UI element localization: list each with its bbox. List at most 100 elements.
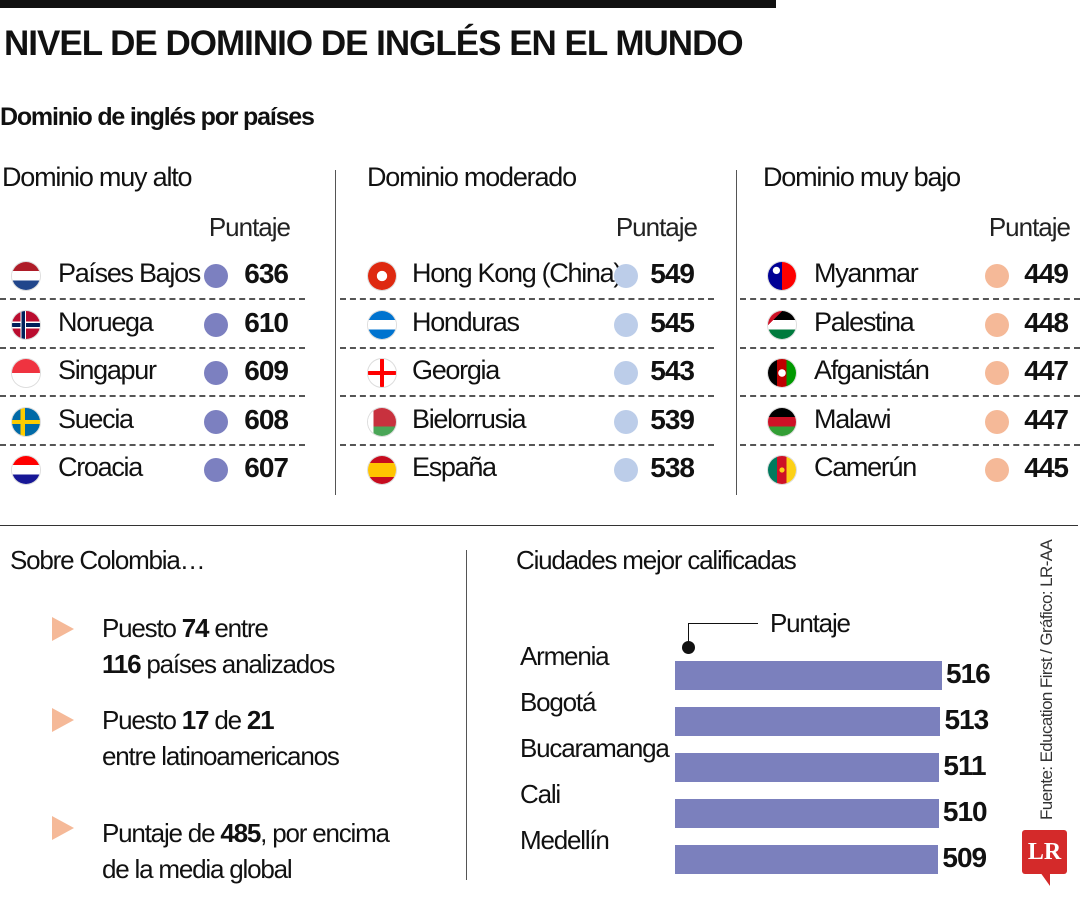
cameroon-flag-icon: [768, 456, 796, 484]
croatia-flag-icon: [12, 456, 40, 484]
country-row: Camerún 445: [740, 446, 1080, 494]
city-label: Medellín: [520, 825, 610, 855]
level-dot-icon: [204, 361, 228, 385]
country-row: Honduras 545: [340, 301, 714, 349]
city-bar: [675, 753, 940, 782]
colombia-bullet-2: Puesto 17 de 21 entre latinoamericanos: [102, 705, 340, 771]
page-title: NIVEL DE DOMINIO DE INGLÉS EN EL MUNDO: [4, 24, 744, 63]
bullet-triangle-icon: [52, 617, 74, 641]
singapore-flag-icon: [12, 359, 40, 387]
myanmar-flag-icon: [768, 262, 796, 290]
city-bar: [675, 845, 939, 874]
level-dot-icon: [985, 409, 1009, 434]
country-row: Países Bajos 636: [0, 252, 305, 300]
city-score-label: 510: [942, 796, 988, 827]
country-name: Croacia: [58, 452, 143, 482]
bullet-triangle-icon: [52, 816, 74, 840]
country-score: 448: [1024, 306, 1069, 338]
country-row: Palestina 448: [740, 301, 1080, 349]
country-score: 607: [244, 452, 289, 483]
score-column-label: Puntaje: [615, 212, 698, 242]
hong-kong-flag-icon: [368, 262, 396, 290]
level-dot-icon: [614, 312, 638, 337]
level-dot-icon: [614, 361, 638, 385]
country-name: Hong Kong (China): [412, 258, 622, 288]
level-dot-icon: [204, 264, 228, 288]
country-score: 538: [650, 452, 695, 483]
country-row: Noruega 610: [0, 301, 305, 349]
country-name: Afganistán: [814, 355, 930, 385]
level-dot-icon: [614, 409, 638, 434]
country-row: Malawi 447: [740, 398, 1080, 446]
level-dot-icon: [985, 264, 1009, 288]
country-score: 636: [244, 258, 289, 289]
country-name: Myanmar: [814, 258, 919, 288]
source-credit: Fuente: Education First / Gráfico: LR-AA: [1037, 539, 1056, 820]
country-score: 608: [244, 403, 289, 435]
level-dot-icon: [204, 312, 228, 337]
georgia-flag-icon: [368, 359, 396, 387]
country-score: 549: [650, 258, 695, 289]
column-divider: [736, 170, 737, 495]
sweden-flag-icon: [12, 407, 40, 436]
country-score: 447: [1024, 403, 1069, 435]
country-name: España: [412, 452, 497, 482]
city-bar: [675, 707, 941, 736]
country-name: Países Bajos: [58, 258, 201, 288]
belarus-flag-icon: [368, 407, 396, 436]
legend-leader-line: [688, 623, 758, 645]
colombia-bullet-1: Puesto 74 entre 116 países analizados: [102, 613, 335, 679]
country-score: 447: [1024, 355, 1069, 386]
spain-flag-icon: [368, 456, 396, 484]
city-score-label: 516: [946, 658, 991, 689]
country-name: Georgia: [412, 355, 500, 385]
country-row: Croacia 607: [0, 446, 305, 494]
level-dot-icon: [614, 458, 638, 482]
country-name: Singapur: [58, 355, 157, 385]
country-score: 545: [650, 306, 695, 338]
top-rule: [0, 0, 776, 8]
country-row: Georgia 543: [340, 349, 714, 397]
city-label: Armenia: [520, 641, 610, 671]
country-row: Suecia 608: [0, 398, 305, 446]
country-row: Afganistán 447: [740, 349, 1080, 397]
city-score-label: 513: [944, 704, 989, 735]
country-name: Honduras: [412, 306, 520, 337]
bullet-triangle-icon: [52, 708, 74, 732]
section-divider: [0, 525, 1078, 526]
malawi-flag-icon: [768, 407, 796, 436]
country-name: Noruega: [58, 306, 154, 337]
country-name: Suecia: [58, 403, 134, 434]
legend-dot-icon: [682, 641, 695, 654]
level-dot-icon: [985, 312, 1009, 337]
level-dot-icon: [985, 458, 1009, 482]
country-score: 609: [244, 355, 289, 386]
city-bar: [675, 661, 942, 690]
score-column-label: Puntaje: [208, 212, 291, 242]
score-column-label: Puntaje: [988, 212, 1071, 242]
chart-legend-label: Puntaje: [770, 608, 851, 638]
group-heading: Dominio muy bajo: [763, 162, 961, 192]
city-score-label: 511: [943, 750, 986, 781]
country-name: Bielorrusia: [412, 403, 527, 434]
country-score: 539: [650, 403, 695, 435]
lr-logo-tail: [1040, 872, 1050, 886]
country-row: Bielorrusia 539: [340, 398, 714, 446]
afghanistan-flag-icon: [768, 359, 796, 387]
country-score: 449: [1024, 258, 1069, 289]
netherlands-flag-icon: [12, 262, 40, 290]
country-row: España 538: [340, 446, 714, 494]
country-row: Myanmar 449: [740, 252, 1080, 300]
country-name: Malawi: [814, 403, 892, 434]
honduras-flag-icon: [368, 310, 396, 339]
country-score: 543: [650, 355, 695, 386]
city-label: Bogotá: [520, 687, 596, 717]
section-subtitle: Dominio de inglés por países: [0, 103, 315, 131]
column-divider: [335, 170, 336, 495]
column-divider: [466, 550, 467, 880]
norway-flag-icon: [12, 310, 40, 339]
group-heading: Dominio moderado: [367, 162, 577, 192]
country-name: Camerún: [814, 452, 917, 482]
country-row: Hong Kong (China) 549: [340, 252, 714, 300]
palestine-flag-icon: [768, 310, 796, 339]
